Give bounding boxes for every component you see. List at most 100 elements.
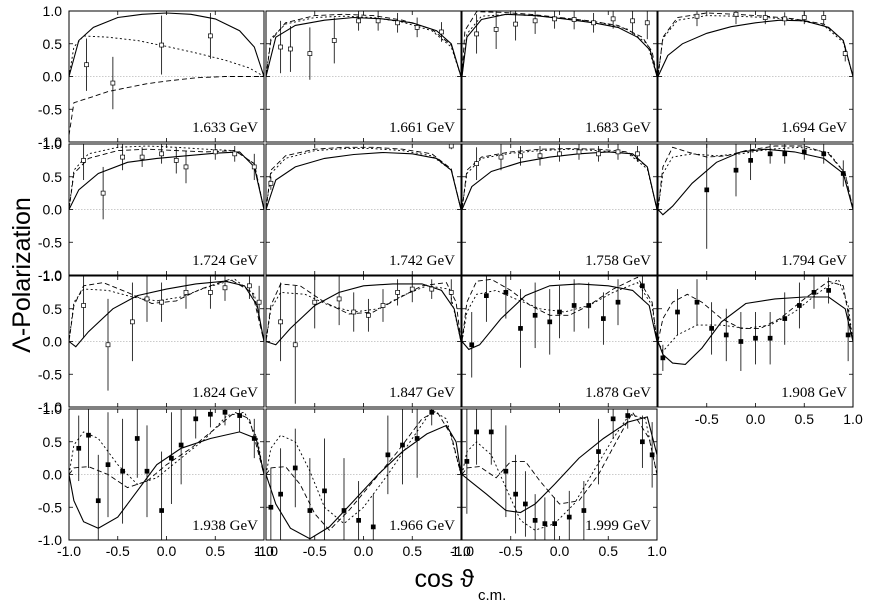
data-point <box>640 283 645 289</box>
data-point <box>566 514 572 520</box>
x-tick-label: 0.5 <box>599 543 619 559</box>
data-point <box>523 501 528 507</box>
data-point <box>100 190 106 196</box>
energy-label: 1.878 GeV <box>585 385 651 401</box>
data-point <box>826 288 831 293</box>
data-point <box>208 411 213 417</box>
data-point <box>503 468 509 474</box>
data-point <box>694 13 700 19</box>
data-point <box>675 309 680 315</box>
data-point <box>767 151 773 157</box>
data-point <box>159 151 164 157</box>
y-tick-label: -0.5 <box>38 101 62 117</box>
energy-label: 1.794 GeV <box>781 253 847 269</box>
data-point <box>331 38 337 43</box>
data-point <box>660 355 666 361</box>
model-curve-dot <box>461 13 658 77</box>
panel: 1.694 GeV <box>657 10 854 143</box>
y-tick-label: -1.0 <box>38 134 62 150</box>
data-point <box>513 491 518 497</box>
data-point <box>635 151 640 157</box>
data-point <box>821 151 827 157</box>
data-point <box>842 51 848 56</box>
energy-label: 1.724 GeV <box>192 253 258 269</box>
energy-label: 1.847 GeV <box>389 385 455 401</box>
data-point <box>518 326 523 331</box>
data-point <box>694 299 700 305</box>
data-point <box>513 21 518 27</box>
energy-label: 1.758 GeV <box>585 253 651 269</box>
data-point <box>105 462 111 468</box>
data-point <box>395 20 400 26</box>
x-axis-label-subscript: c.m. <box>478 587 506 604</box>
data-point <box>474 31 479 37</box>
x-tick-label: -0.5 <box>499 543 523 559</box>
data-point <box>474 429 479 435</box>
data-point <box>251 164 257 170</box>
x-tick-label: 0.0 <box>550 543 570 559</box>
x-tick-label: -1.0 <box>450 543 474 559</box>
data-point <box>576 149 582 155</box>
data-point <box>351 309 357 315</box>
y-tick-label: 0.5 <box>43 36 63 52</box>
data-point <box>208 290 213 295</box>
data-point <box>767 335 773 341</box>
data-point <box>356 517 361 523</box>
data-point <box>256 299 262 305</box>
data-point <box>183 164 189 170</box>
data-point <box>723 332 729 338</box>
y-tick-label: -1.0 <box>38 267 62 283</box>
data-point <box>448 290 454 295</box>
panel: 1.938 GeV <box>68 408 265 541</box>
model-curve-dash <box>68 278 265 342</box>
panel: 1.633 GeV <box>68 10 265 143</box>
data-point <box>366 312 371 318</box>
panel: 1.683 GeV <box>461 10 658 143</box>
data-point <box>222 409 228 415</box>
x-tick-label: 1.0 <box>451 543 471 559</box>
data-point <box>581 508 587 513</box>
data-point <box>76 445 82 451</box>
energy-label: 1.742 GeV <box>389 253 455 269</box>
data-point <box>532 517 538 523</box>
data-point <box>474 161 479 166</box>
y-tick-label: 0.0 <box>43 334 63 350</box>
data-point <box>356 18 361 24</box>
data-point <box>542 521 548 526</box>
model-curve-solid <box>265 424 462 540</box>
data-point <box>557 151 562 157</box>
model-curve-dash <box>461 11 658 77</box>
data-point <box>845 332 851 338</box>
data-point <box>414 25 420 30</box>
data-point <box>801 15 807 20</box>
data-point <box>395 290 400 295</box>
x-tick-label: 1.0 <box>254 543 274 559</box>
x-tick-label: 0.5 <box>206 543 226 559</box>
data-point <box>139 154 145 160</box>
y-tick-label: 0.5 <box>43 301 63 317</box>
data-point <box>797 303 802 308</box>
y-tick-label: 1.0 <box>43 268 63 284</box>
data-point <box>237 413 242 418</box>
data-point <box>110 80 116 86</box>
y-tick-label: -1.0 <box>38 532 62 548</box>
energy-label: 1.908 GeV <box>781 385 847 401</box>
data-point <box>493 26 499 32</box>
data-point <box>615 299 621 305</box>
data-point <box>144 296 150 302</box>
panel-grid: 1.633 GeV 1.661 GeV 1.683 GeV 1.694 GeV 1.72… <box>38 3 863 559</box>
y-tick-label: 0.0 <box>43 202 63 218</box>
data-point <box>429 409 435 415</box>
data-point <box>532 18 538 24</box>
data-point <box>488 429 494 435</box>
data-point <box>649 452 655 458</box>
data-point <box>380 303 386 308</box>
data-point <box>409 286 415 292</box>
data-point <box>86 432 91 438</box>
panel: 1.794 GeV <box>657 143 854 276</box>
energy-label: 1.694 GeV <box>781 120 847 136</box>
data-point <box>704 187 710 193</box>
y-tick-label: 1.0 <box>43 401 63 417</box>
model-curve-dash <box>265 146 462 210</box>
data-point <box>821 15 827 20</box>
